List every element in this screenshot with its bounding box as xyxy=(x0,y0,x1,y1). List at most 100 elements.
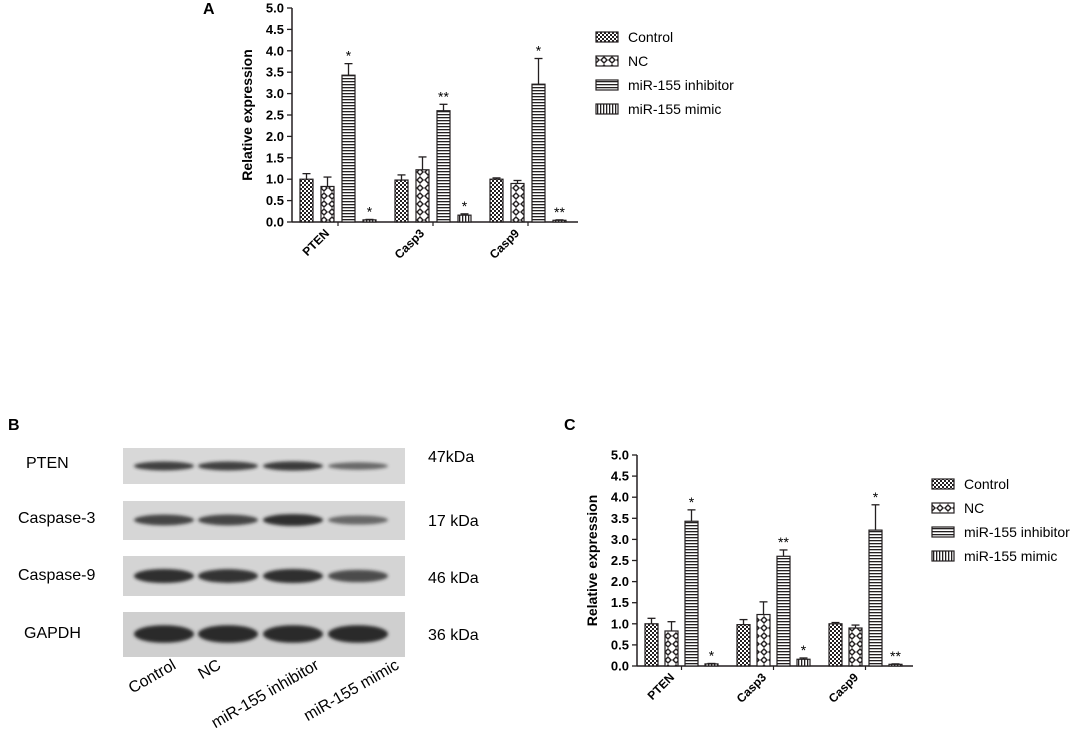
x-tick-label: Casp9 xyxy=(487,226,523,262)
blot-row-size: 46 kDa xyxy=(428,570,479,587)
legend-label: NC xyxy=(964,500,984,516)
y-tick-label: 3.5 xyxy=(611,511,629,526)
blot-row-label: GAPDH xyxy=(24,625,81,642)
significance-marker: ** xyxy=(778,534,789,550)
blot-row-size: 47kDa xyxy=(428,449,474,466)
blot-band xyxy=(198,569,258,583)
y-tick-label: 0.0 xyxy=(611,659,629,674)
x-tick-label: PTEN xyxy=(645,670,678,703)
bar xyxy=(644,623,659,667)
bar xyxy=(394,179,409,223)
bar xyxy=(457,214,472,223)
bar xyxy=(756,613,771,667)
y-axis-label: Relative expression xyxy=(584,495,600,627)
legend-swatch xyxy=(931,502,955,514)
x-tick-label: Casp3 xyxy=(392,226,428,262)
bar xyxy=(848,627,863,667)
panel-label-b: B xyxy=(8,417,20,434)
bar xyxy=(341,74,356,223)
blot-band xyxy=(263,514,323,526)
y-tick-label: 2.0 xyxy=(266,129,284,144)
bar xyxy=(320,185,335,223)
y-tick-label: 1.5 xyxy=(266,150,284,165)
blot-band xyxy=(198,625,258,643)
bar xyxy=(776,555,791,667)
significance-marker: * xyxy=(709,647,715,663)
blot-lane-label: Control xyxy=(126,657,179,698)
bar xyxy=(415,169,430,223)
y-tick-label: 5.0 xyxy=(611,448,629,463)
y-tick-label: 2.0 xyxy=(611,574,629,589)
significance-marker: * xyxy=(801,642,807,658)
significance-marker: * xyxy=(462,198,468,214)
y-tick-label: 5.0 xyxy=(266,1,284,16)
blot-band xyxy=(328,625,388,643)
legend-label: Control xyxy=(964,476,1009,492)
blot-band xyxy=(263,461,323,471)
x-tick-label: Casp9 xyxy=(826,670,862,706)
blot-band xyxy=(328,569,388,583)
bar xyxy=(828,623,843,667)
y-tick-label: 4.5 xyxy=(266,22,284,37)
bar xyxy=(299,178,314,223)
significance-marker: ** xyxy=(890,648,901,664)
blot-row-label: Caspase-9 xyxy=(18,567,95,584)
bar xyxy=(796,658,811,667)
bar xyxy=(868,529,883,667)
bar xyxy=(436,110,451,223)
legend-label: miR-155 inhibitor xyxy=(628,77,734,93)
bar xyxy=(362,219,377,223)
significance-marker: ** xyxy=(438,88,449,104)
bar xyxy=(510,182,525,223)
blot-band xyxy=(198,514,258,526)
y-tick-label: 2.5 xyxy=(611,553,629,568)
panel-label-a: A xyxy=(203,1,215,18)
chart-panel-a: 0.0 0.5 1.0 1.5 2.0 2.5 3.0 3.5 4.0 4.5 5.0 Relativ… xyxy=(239,1,734,262)
blot-lane-label: NC xyxy=(195,657,224,683)
significance-marker: * xyxy=(536,43,542,59)
y-tick-label: 4.5 xyxy=(611,469,629,484)
bar xyxy=(664,630,679,667)
y-tick-label: 4.0 xyxy=(611,490,629,505)
y-tick-label: 2.5 xyxy=(266,108,284,123)
blot-lane-label: miR-155 inhibitor xyxy=(209,656,323,732)
y-tick-label: 1.0 xyxy=(266,172,284,187)
y-tick-label: 0.5 xyxy=(266,193,284,208)
significance-marker: * xyxy=(346,48,352,64)
blot-band xyxy=(263,625,323,643)
western-blot-panel: PTEN 47kDa Caspase-3 17 kDa Caspase-9 46… xyxy=(18,448,479,732)
bar xyxy=(704,663,719,667)
panel-label-c: C xyxy=(564,417,576,434)
bar xyxy=(531,83,546,223)
significance-marker: * xyxy=(367,203,373,219)
legend-label: Control xyxy=(628,29,673,45)
blot-band xyxy=(328,515,388,525)
y-tick-label: 3.5 xyxy=(266,65,284,80)
legend-label: miR-155 mimic xyxy=(628,101,721,117)
y-axis-label: Relative expression xyxy=(239,49,255,181)
legend-swatch xyxy=(595,103,619,115)
blot-row-size: 17 kDa xyxy=(428,513,479,530)
blot-band xyxy=(198,461,258,471)
y-tick-label: 3.0 xyxy=(611,532,629,547)
significance-marker: * xyxy=(873,489,879,505)
y-tick-label: 3.0 xyxy=(266,86,284,101)
blot-row-label: Caspase-3 xyxy=(18,510,95,527)
legend-swatch xyxy=(595,55,619,67)
legend-label: miR-155 mimic xyxy=(964,548,1057,564)
bar xyxy=(552,219,567,223)
y-tick-label: 1.0 xyxy=(611,616,629,631)
legend-swatch xyxy=(931,550,955,562)
legend-swatch xyxy=(595,79,619,91)
y-tick-label: 4.0 xyxy=(266,43,284,58)
bar xyxy=(684,520,699,667)
legend-swatch xyxy=(595,31,619,43)
y-tick-label: 1.5 xyxy=(611,595,629,610)
x-tick-label: Casp3 xyxy=(734,670,770,706)
x-tick-label: PTEN xyxy=(300,226,333,259)
significance-marker: * xyxy=(689,494,695,510)
legend-swatch xyxy=(931,526,955,538)
blot-band xyxy=(263,569,323,583)
bar xyxy=(736,624,751,667)
